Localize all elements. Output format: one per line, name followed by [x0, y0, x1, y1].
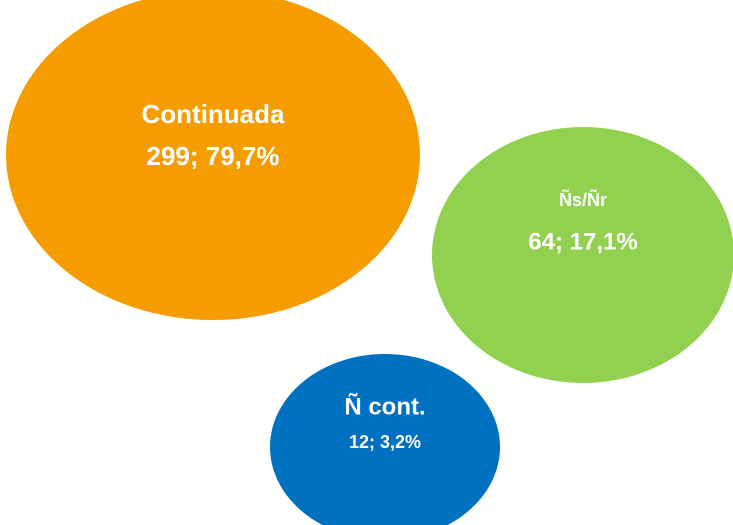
bubble [6, 0, 420, 320]
bubble-value-label: 299; 79,7% [147, 141, 280, 171]
bubble-value-label: 12; 3,2% [349, 432, 421, 452]
bubble-value-label: 64; 17,1% [528, 228, 637, 255]
bubble [270, 354, 500, 525]
bubble-name: Continuada [142, 99, 286, 129]
bubble [432, 127, 733, 383]
bubble-name: Ñs/Ñr [559, 189, 607, 210]
bubble-name: Ñ cont. [344, 392, 425, 420]
